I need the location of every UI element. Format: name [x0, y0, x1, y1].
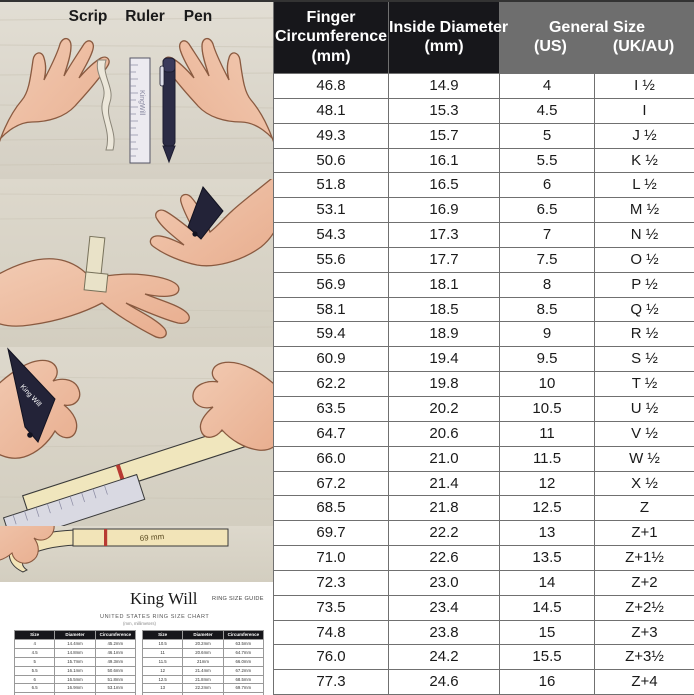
svg-text:RING SIZE GUIDE: RING SIZE GUIDE [212, 596, 264, 602]
svg-text:UNITED STATES RING SIZE CHART: UNITED STATES RING SIZE CHART [100, 614, 209, 620]
svg-text:Ruler: Ruler [125, 8, 165, 25]
svg-text:King Will: King Will [130, 589, 198, 608]
svg-text:Scrip: Scrip [69, 8, 108, 25]
svg-text:Pen: Pen [184, 8, 212, 25]
svg-text:(mm, millimeters): (mm, millimeters) [123, 621, 157, 626]
svg-text:KingWill: KingWill [138, 90, 145, 116]
